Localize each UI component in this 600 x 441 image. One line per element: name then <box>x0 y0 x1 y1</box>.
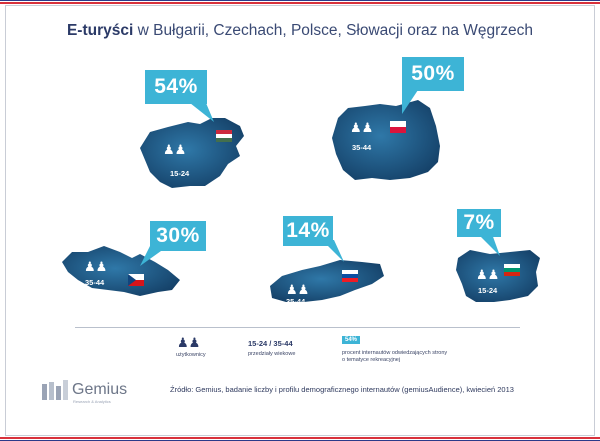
slovakia-age: 35-44 <box>286 297 306 306</box>
czech-users-icon: ♟♟ <box>84 259 108 274</box>
bottom-band <box>0 437 600 441</box>
legend-age-label: przedziały wiekowe <box>248 351 296 357</box>
title-bold: E-turyści <box>66 22 134 39</box>
bulgaria-map <box>456 250 540 302</box>
legend-age-value: 15-24 / 35-44 <box>248 339 293 348</box>
legend-users-label: użytkownicy <box>176 352 206 358</box>
hungary-map <box>140 118 244 188</box>
gemius-logo: Gemius Research & Analytics <box>40 380 127 409</box>
poland-percent: 50% <box>402 57 464 91</box>
poland-map <box>332 100 440 180</box>
bulgaria-percent: 7% <box>457 209 501 237</box>
top-band <box>0 0 600 4</box>
poland-users-icon: ♟♟ <box>350 120 374 135</box>
legend-percent-label-2: o tematyce rekreacyjnej <box>342 357 401 363</box>
czech-bubble-tail <box>140 246 168 266</box>
czech-map <box>62 246 180 296</box>
bulgaria-bubble-tail <box>478 234 500 256</box>
gemius-logo-name: Gemius <box>72 381 128 398</box>
legend-divider <box>75 327 520 328</box>
slovakia-users-icon: ♟♟ <box>286 282 310 297</box>
title-rest: w Bułgarii, Czechach, Polsce, Słowacji o… <box>133 22 534 39</box>
hungary-users-icon: ♟♟ <box>163 142 187 157</box>
czech-flag-icon <box>128 274 144 286</box>
slovakia-percent: 14% <box>283 216 333 246</box>
gemius-logo-icon <box>42 380 68 400</box>
legend-users-icon: ♟♟ <box>177 335 201 350</box>
hungary-percent: 54% <box>145 70 207 104</box>
hungary-bubble-tail <box>190 103 214 122</box>
hungary-age: 15-24 <box>170 169 190 178</box>
bulgaria-age: 15-24 <box>478 286 498 295</box>
hungary-flag-icon <box>216 130 232 142</box>
poland-bubble-tail <box>402 90 418 114</box>
page-frame <box>5 5 595 436</box>
bulgaria-flag-icon <box>504 264 520 276</box>
czech-age: 35-44 <box>85 278 105 287</box>
legend-percent-chip: 54% <box>342 336 361 344</box>
poland-age: 35-44 <box>352 143 372 152</box>
bulgaria-users-icon: ♟♟ <box>476 267 500 282</box>
page-title: E-turyści w Bułgarii, Czechach, Polsce, … <box>0 22 600 40</box>
legend-percent-label-1: procent internautów odwiedzających stron… <box>342 350 448 356</box>
slovakia-flag-icon <box>342 270 358 282</box>
gemius-logo-tagline: Research & Analytics <box>73 399 111 404</box>
czech-percent: 30% <box>150 221 206 251</box>
poland-flag-icon <box>390 121 406 133</box>
source-note: Źródło: Gemius, badanie liczby i profilu… <box>170 385 514 394</box>
